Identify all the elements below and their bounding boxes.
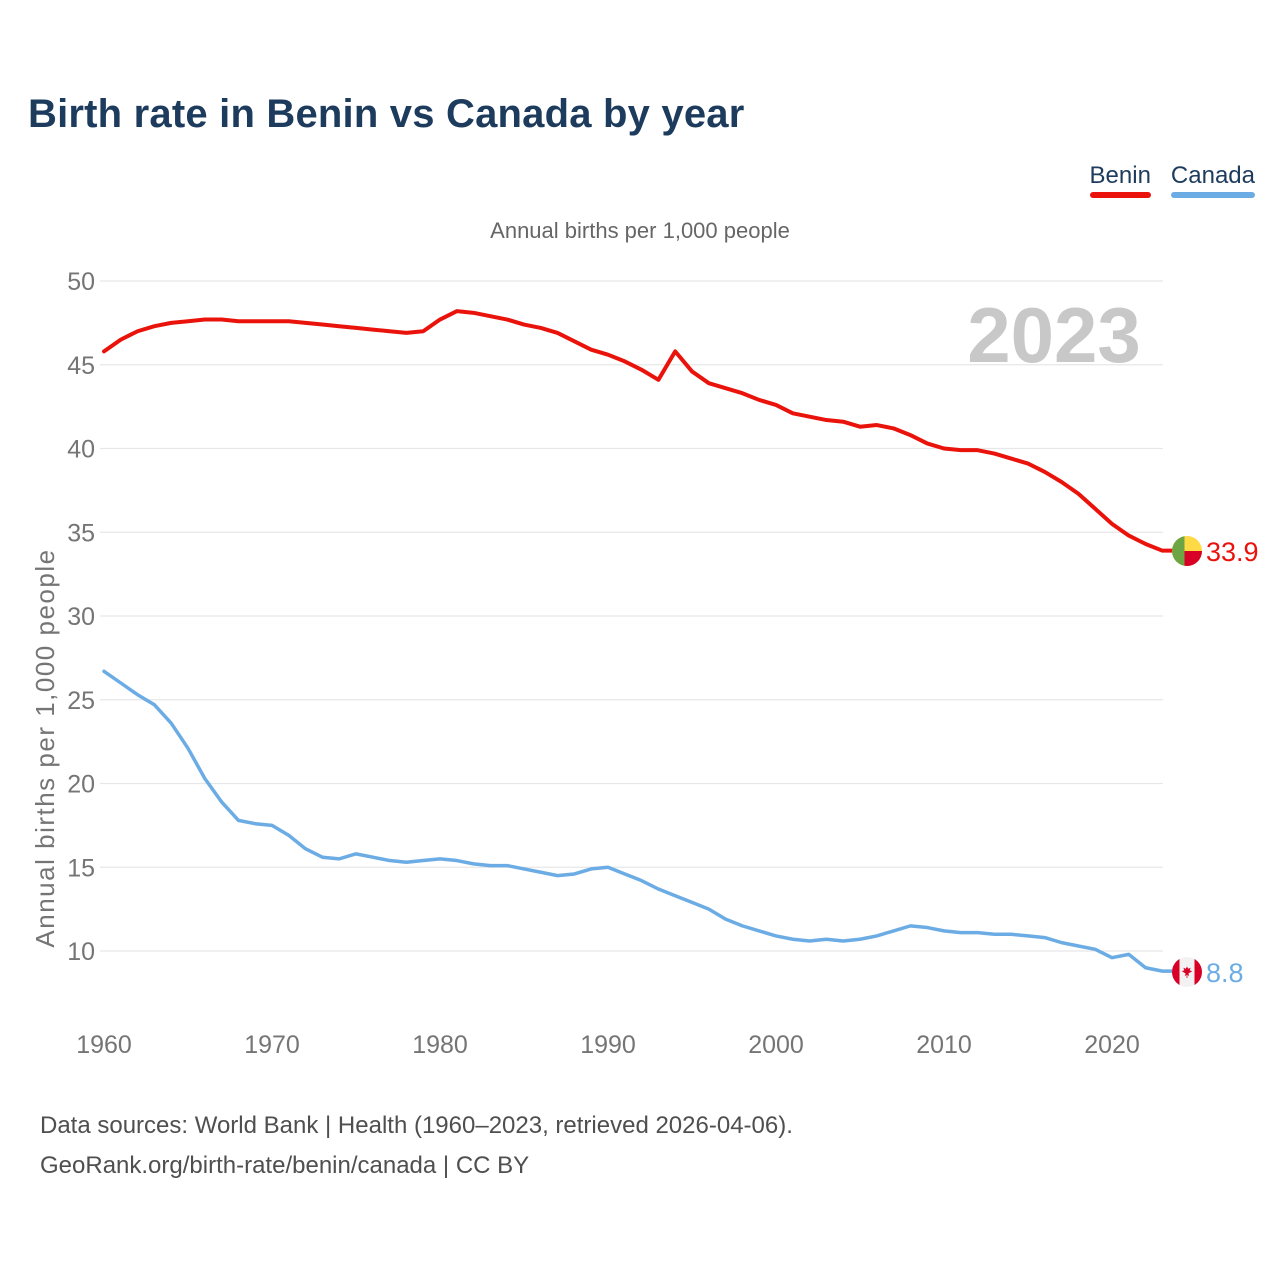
canada-end-value: 8.8 — [1206, 958, 1244, 988]
maple-leaf-icon — [1181, 966, 1193, 978]
canada-flag-icon — [1172, 957, 1202, 987]
y-tick-label: 50 — [67, 268, 95, 296]
x-tick-label: 1990 — [580, 1031, 636, 1059]
page-title: Birth rate in Benin vs Canada by year — [28, 92, 745, 136]
legend-swatch-canada — [1170, 192, 1255, 198]
benin-end-value: 33.9 — [1206, 537, 1259, 567]
x-tick-label: 1980 — [412, 1031, 468, 1059]
footer-data-sources: Data sources: World Bank | Health (1960–… — [40, 1112, 793, 1139]
legend-label-canada: Canada — [1170, 162, 1255, 189]
y-tick-label: 30 — [67, 603, 95, 631]
footer-attribution: GeoRank.org/birth-rate/benin/canada | CC… — [40, 1152, 530, 1179]
legend: Benin Canada — [1089, 162, 1255, 198]
chart-subtitle: Annual births per 1,000 people — [490, 218, 790, 243]
benin-line — [102, 309, 1176, 553]
y-tick-label: 35 — [67, 519, 95, 547]
y-tick-label: 45 — [67, 352, 95, 380]
y-tick-label: 20 — [67, 771, 95, 799]
legend-label-benin: Benin — [1089, 162, 1151, 189]
x-tick-label: 2010 — [916, 1031, 972, 1059]
x-tick-label: 2000 — [748, 1031, 804, 1059]
legend-item-canada[interactable]: Canada — [1170, 162, 1255, 198]
y-tick-label: 15 — [67, 854, 95, 882]
canada-line — [102, 669, 1176, 973]
x-tick-label: 2020 — [1084, 1031, 1140, 1059]
y-tick-label: 40 — [67, 436, 95, 464]
footer: Data sources: World Bank | Health (1960–… — [40, 1106, 793, 1186]
benin-flag-icon — [1172, 536, 1202, 566]
x-tick-label: 1970 — [244, 1031, 300, 1059]
watermark-year: 2023 — [967, 291, 1141, 379]
y-tick-label: 25 — [67, 687, 95, 715]
y-tick-label: 10 — [67, 938, 95, 966]
legend-item-benin[interactable]: Benin — [1089, 162, 1151, 198]
x-tick-label: 1960 — [76, 1031, 132, 1059]
legend-swatch-benin — [1089, 192, 1151, 198]
